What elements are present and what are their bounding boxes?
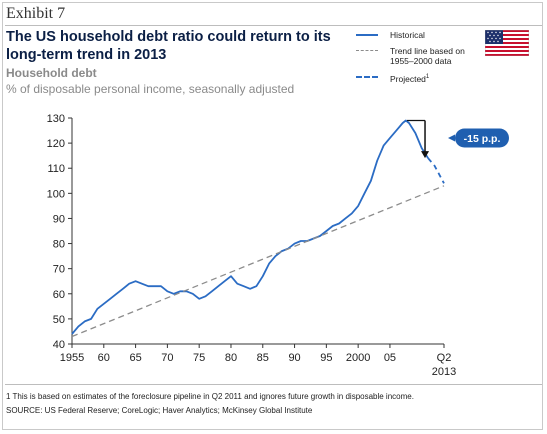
x-tick-label-1990: 90 (288, 352, 300, 364)
callout-badge (455, 128, 509, 148)
y-tick-label-50: 50 (53, 314, 65, 326)
legend-item-projected: Projected1 (356, 72, 474, 88)
legend-label-projected-text: Projected (390, 73, 426, 84)
legend-label-projected: Projected1 (390, 72, 429, 84)
x-tick-label-2000: 2000 (346, 352, 370, 364)
y-tick-label-70: 70 (53, 264, 65, 276)
legend-item-historical: Historical (356, 30, 474, 46)
x-tick-label-1980: 80 (225, 352, 237, 364)
footnote: 1 This is based on estimates of the fore… (6, 392, 414, 401)
callout-label: -15 p.p. (464, 133, 501, 145)
footer-rule (5, 384, 542, 385)
y-tick-label-110: 110 (47, 163, 65, 175)
x-tick-label-1955: 1955 (60, 352, 84, 364)
annotation-arrow-head (421, 151, 430, 159)
series-line-0 (71, 119, 429, 335)
legend: Historical Trend line based on 1955–2000… (356, 30, 474, 88)
exhibit-frame (2, 2, 543, 430)
legend-label-historical: Historical (390, 30, 425, 40)
header-rule (5, 25, 542, 26)
x-tick-label-end-0: Q2 (437, 352, 452, 364)
us-flag-icon (485, 30, 529, 56)
y-tick-label-60: 60 (53, 289, 65, 301)
callout-pointer (448, 134, 455, 142)
x-tick-label-1975: 75 (193, 352, 205, 364)
y-tick-label-130: 130 (47, 113, 65, 125)
x-tick-label-1970: 70 (161, 352, 173, 364)
x-tick-label-2005: 05 (384, 352, 396, 364)
chart-title: The US household debt ratio could return… (6, 29, 331, 63)
x-axis: 1955 60 65 70 75 80 85 90 95 2000 05 Q2 2013 (60, 343, 456, 378)
series-line-1 (71, 185, 445, 338)
series-line-2 (427, 157, 445, 184)
series-layer (71, 119, 445, 338)
debt-ratio-chart: 40 50 60 70 80 90 100 110 120 130 1955 60 65 70 75 80 8… (47, 113, 509, 378)
y-axis: 40 50 60 70 80 90 100 110 120 130 (47, 113, 73, 351)
y-tick-label-80: 80 (53, 239, 65, 251)
x-tick-label-1960: 60 (98, 352, 110, 364)
y-tick-label-40: 40 (53, 339, 65, 351)
legend-swatch-projected (356, 76, 378, 78)
legend-item-trend: Trend line based on 1955–2000 data (356, 46, 474, 72)
chart-unit: % of disposable personal income, seasona… (6, 82, 295, 96)
x-tick-label-end-1: 2013 (432, 366, 456, 378)
legend-label-trend: Trend line based on 1955–2000 data (390, 46, 465, 66)
legend-swatch-trend (356, 50, 378, 51)
y-tick-label-100: 100 (47, 188, 65, 200)
legend-swatch-historical (356, 34, 378, 36)
x-tick-label-1985: 85 (257, 352, 269, 364)
y-tick-label-90: 90 (53, 213, 65, 225)
x-tick-label-1965: 65 (129, 352, 141, 364)
y-tick-label-120: 120 (47, 138, 65, 150)
annotation-layer: -15 p.p. (407, 119, 509, 159)
source-line: SOURCE: US Federal Reserve; CoreLogic; H… (6, 406, 313, 415)
legend-footnote-mark: 1 (425, 74, 430, 80)
chart-subtitle: Household debt (6, 66, 97, 80)
x-tick-label-1995: 95 (320, 352, 332, 364)
exhibit-label: Exhibit 7 (6, 5, 66, 22)
